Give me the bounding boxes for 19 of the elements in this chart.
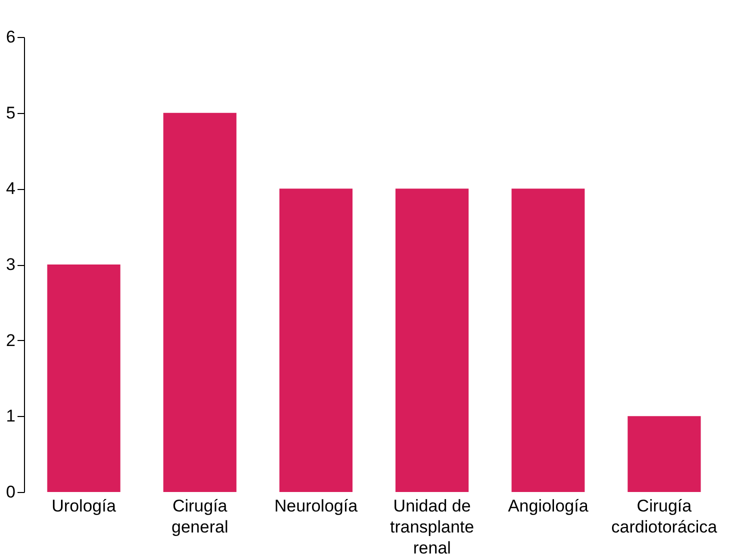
y-tick-label: 0 [6,482,16,502]
bar [279,188,353,492]
y-tick-label: 5 [6,103,16,122]
x-tick-label: Angiología [508,496,589,516]
y-tick-label: 4 [6,179,16,198]
y-tick-label: 2 [6,330,16,350]
bar [163,112,236,492]
x-tick-label: Cirugía general [172,496,228,536]
x-tick-label: Urología [52,496,116,516]
bar [628,416,701,492]
x-tick-label: Unidad de transplante renal [390,496,474,558]
bar [395,188,469,492]
x-tick-label: Cirugía cardiotorácica [611,496,718,536]
y-tick-label: 1 [6,406,16,426]
y-tick-label: 6 [6,28,16,46]
y-tick-label: 3 [6,255,16,274]
x-tick-label: Neurología [274,496,358,516]
bar [47,264,120,492]
bar [512,188,585,492]
